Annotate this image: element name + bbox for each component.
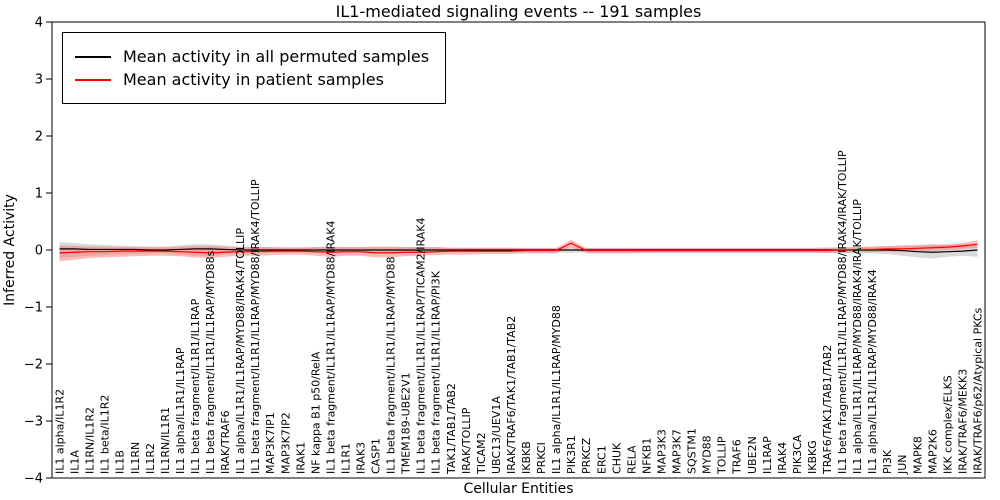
x-tick-label: IRAK1 xyxy=(294,442,307,474)
y-tick-label: 4 xyxy=(35,16,43,31)
x-tick-label: IKBKB xyxy=(520,441,533,474)
x-tick-label: RELA xyxy=(625,445,638,474)
x-tick-label: IRAK/TRAF6/TAK1/TAB1/TAB2 xyxy=(505,316,518,474)
y-tick-label: 3 xyxy=(35,73,43,88)
x-tick-label: IL1 alpha/IL1R1/IL1RAP/MYD88/IRAK4/IRAK/… xyxy=(851,199,864,474)
patient-mean-line xyxy=(59,242,978,254)
x-tick-label: TRAF6 xyxy=(731,439,744,475)
x-tick-label: MAP3K3 xyxy=(655,429,668,474)
y-tick-label: −3 xyxy=(24,415,43,430)
x-tick-label: IL1RAP xyxy=(761,436,774,474)
x-tick-label: ERC1 xyxy=(595,445,608,474)
permuted-line-swatch xyxy=(75,55,111,58)
legend-entry-patient: Mean activity in patient samples xyxy=(75,70,429,89)
x-axis-label: Cellular Entities xyxy=(463,481,574,497)
x-tick-label: MAP2K6 xyxy=(926,429,939,474)
x-tick-label: IL1 alpha/IL1R2 xyxy=(54,389,67,474)
x-tick-label: NF kappa B1 p50/RelA xyxy=(309,351,322,474)
x-tick-label: IL1 alpha/IL1R1/IL1RAP/MYD88/IRAK4/TOLLI… xyxy=(234,228,247,474)
x-tick-label: IL1 beta fragment/IL1R1/IL1RAP/PI3K xyxy=(430,270,443,474)
y-tick-label: −1 xyxy=(24,301,43,316)
x-tick-label: TRAF6/TAK1/TAB1/TAB2 xyxy=(821,345,834,475)
x-tick-label: IL1 beta/IL1R2 xyxy=(99,395,112,474)
x-tick-label: IL1 alpha/IL1R1/IL1RAP xyxy=(174,347,187,474)
x-tick-label: IRAK4 xyxy=(776,442,789,474)
x-tick-label: IL1RN xyxy=(129,442,142,474)
legend-label-permuted: Mean activity in all permuted samples xyxy=(123,47,430,66)
x-tick-label: IKBKG xyxy=(806,440,819,474)
x-tick-label: IL1RN/IL1R2 xyxy=(84,407,97,474)
x-tick-label: CASP1 xyxy=(370,438,383,474)
x-tick-label: IRAK/TRAF6 xyxy=(219,410,232,474)
x-tick-label: IL1 beta fragment/IL1R1/IL1RAP/TICAM2/IR… xyxy=(415,218,428,474)
x-tick-label: IL1 alpha/IL1R1/IL1RAP/MYD88 xyxy=(550,305,563,474)
x-tick-label: NFKB1 xyxy=(640,438,653,474)
x-tick-label: IL1 beta fragment/IL1R1/IL1RAP xyxy=(189,298,202,474)
x-tick-label: IL1 beta fragment/IL1R1/IL1RAP/MYD88/IRA… xyxy=(324,221,337,474)
chart-title: IL1-mediated signaling events -- 191 sam… xyxy=(335,2,702,21)
x-tick-label: MAP3K7IP1 xyxy=(264,412,277,474)
x-tick-label: IRAK3 xyxy=(354,442,367,474)
x-tick-label: IRAK/TRAF6/p62/Atypical PKCs xyxy=(971,307,984,474)
x-tick-label: IL1 beta fragment/IL1R1/IL1RAP/MYD88 xyxy=(385,256,398,474)
x-tick-label: TICAM2 xyxy=(475,432,488,475)
x-tick-label: IL1RN/IL1R1 xyxy=(159,407,172,474)
x-tick-label: MAP3K7IP2 xyxy=(279,412,292,474)
x-tick-label: PRKCZ xyxy=(580,437,593,474)
legend-label-patient: Mean activity in patient samples xyxy=(123,70,384,89)
x-tick-label: TAK1/TAB1/TAB2 xyxy=(445,383,458,475)
y-tick-label: 0 xyxy=(35,244,43,259)
y-tick-label: 1 xyxy=(35,187,43,202)
x-tick-label: IL1R1 xyxy=(339,443,352,474)
x-tick-label: IRAK/TRAF6/MEKK3 xyxy=(956,369,969,474)
x-tick-label: PIK3R1 xyxy=(565,435,578,474)
x-tick-label: PI3K xyxy=(881,449,894,474)
x-tick-label: TOLLIP xyxy=(716,436,729,475)
x-tick-label: MYD88 xyxy=(701,435,714,474)
legend: Mean activity in all permuted samples Me… xyxy=(62,32,447,104)
x-tick-label: IL1R2 xyxy=(144,443,157,474)
x-tick-label: IL1A xyxy=(69,450,82,474)
x-tick-label: CHUK xyxy=(610,442,623,474)
x-tick-label: IL1 beta fragment/IL1R1/IL1RAP/MYD88/IRA… xyxy=(249,179,262,474)
x-tick-label: UBE2N xyxy=(746,436,759,474)
y-tick-label: −2 xyxy=(24,358,43,373)
y-tick-label: −4 xyxy=(24,472,43,487)
legend-entry-permuted: Mean activity in all permuted samples xyxy=(75,47,429,66)
x-tick-label: IKK complex/ELKS xyxy=(941,375,954,474)
x-tick-label: IL1B xyxy=(114,450,127,474)
y-tick-label: 2 xyxy=(35,130,43,145)
x-tick-label: MAP3K7 xyxy=(671,429,684,474)
x-tick-label: IL1 beta fragment/IL1R1/IL1RAP/MYD88/IRA… xyxy=(836,150,849,474)
x-tick-label: IL1 beta fragment/IL1R1/IL1RAP/MYD88s xyxy=(204,250,217,474)
x-tick-label: SQSTM1 xyxy=(686,428,699,474)
x-tick-label: IL1 alpha/IL1R1/IL1RAP/MYD88/IRAK4 xyxy=(866,269,879,474)
x-tick-label: IRAK/TOLLIP xyxy=(460,407,473,474)
x-tick-label: TMEM189-UBE2V1 xyxy=(400,372,413,475)
x-tick-label: UBC13/UEV1A xyxy=(490,396,503,474)
x-tick-label: JUN xyxy=(896,454,909,475)
x-tick-label: PIK3CA xyxy=(791,434,804,474)
x-tick-label: MAPK8 xyxy=(911,436,924,474)
patient-line-swatch xyxy=(75,78,111,81)
x-tick-label: PRKCI xyxy=(535,442,548,474)
